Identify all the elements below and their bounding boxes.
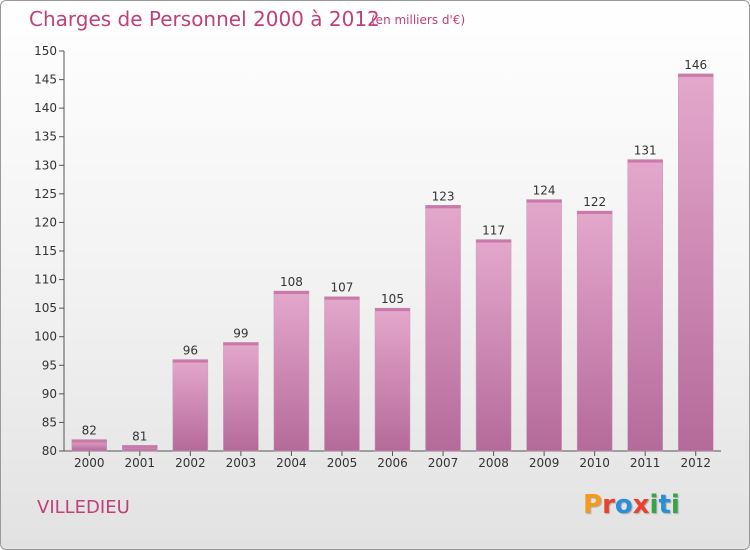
bar-top-edge (526, 199, 562, 203)
bar-2005 (324, 296, 360, 452)
data-label-2004: 108 (280, 275, 303, 289)
bar-top-edge (678, 73, 714, 77)
y-tick-label: 150 (34, 44, 57, 58)
bar-top-edge (476, 239, 512, 243)
logo-letter: t (658, 490, 671, 520)
data-label-2003: 99 (233, 326, 248, 340)
y-tick-label: 135 (34, 130, 57, 144)
y-tick-label: 125 (34, 187, 57, 201)
logo-letter: i (670, 490, 680, 520)
data-label-2005: 107 (331, 281, 354, 295)
x-tick-label-2010: 2010 (579, 456, 610, 470)
data-label-2008: 117 (482, 224, 505, 238)
x-tick-label-2009: 2009 (529, 456, 560, 470)
y-tick-label: 95 (42, 358, 57, 372)
x-tick-label-2006: 2006 (377, 456, 408, 470)
data-label-2006: 105 (381, 292, 404, 306)
bar-2002 (172, 359, 209, 452)
bar-2004 (273, 290, 310, 452)
data-label-2010: 122 (583, 195, 606, 209)
data-label-2011: 131 (634, 144, 657, 158)
bar-2009 (526, 199, 562, 452)
y-tick-label: 140 (34, 101, 57, 115)
data-labels: 82 81 96 99 108 107 105 123 117 124 122 131 146 (82, 58, 708, 443)
bar-top-edge (223, 342, 259, 346)
bar-top-edge (627, 159, 663, 163)
bar-2008 (475, 239, 512, 452)
bar-top-edge (172, 359, 208, 363)
y-tick-label: 80 (42, 444, 57, 458)
logo-letter: x (632, 490, 650, 520)
bar-top-edge (122, 445, 158, 449)
data-label-2002: 96 (183, 344, 198, 358)
x-tick-label-2000: 2000 (74, 456, 105, 470)
logo-letter: o (614, 490, 633, 520)
chart-title: Charges de Personnel 2000 à 2012 (29, 7, 380, 31)
bar-2003 (223, 342, 259, 452)
logo-letter: P (583, 490, 603, 520)
x-tick-label-2001: 2001 (125, 456, 156, 470)
chart-subtitle: (en milliers d'€) (371, 13, 466, 27)
bar-top-edge (375, 308, 410, 312)
x-tick-label-2011: 2011 (630, 456, 661, 470)
x-tick-label-2005: 2005 (327, 456, 358, 470)
commune-name: VILLEDIEU (37, 497, 130, 518)
bar-2012 (677, 73, 714, 452)
data-label-2012: 146 (684, 58, 707, 72)
y-tick-label: 120 (34, 215, 57, 229)
bar-2006 (374, 307, 411, 452)
x-tick-label-2008: 2008 (478, 456, 509, 470)
bar-chart: 80 85 90 95 100 105 110 115 120 125 130 135 140 145 15… (34, 44, 721, 470)
bar-2007 (425, 205, 461, 452)
x-tick-label-2003: 2003 (226, 456, 257, 470)
y-tick-label: 110 (34, 273, 57, 287)
y-tick-label: 90 (42, 387, 57, 401)
data-label-2009: 124 (533, 184, 556, 198)
data-label-2000: 82 (82, 424, 97, 438)
x-tick-label-2002: 2002 (175, 456, 206, 470)
data-label-2007: 123 (432, 189, 455, 203)
bar-top-edge (71, 439, 107, 443)
x-tick-label-2007: 2007 (428, 456, 459, 470)
y-tick-label: 115 (34, 244, 57, 258)
y-tick-label: 100 (34, 330, 57, 344)
bar-top-edge (577, 211, 613, 214)
proxiti-logo: Proxiti (583, 490, 680, 520)
bars (71, 73, 714, 452)
y-tick-label: 105 (34, 301, 57, 315)
y-tick-label: 130 (34, 158, 57, 172)
x-tick-label-2004: 2004 (276, 456, 307, 470)
data-label-2001: 81 (132, 429, 147, 443)
bar-top-edge (273, 291, 309, 294)
axes: 80 85 90 95 100 105 110 115 120 125 130 135 140 145 15… (34, 44, 721, 470)
bar-top-edge (324, 296, 360, 300)
bar-2010 (576, 210, 613, 452)
x-tick-label-2012: 2012 (680, 456, 711, 470)
y-tick-label: 145 (34, 73, 57, 87)
y-tick-label: 85 (42, 415, 57, 429)
bar-2011 (627, 159, 663, 452)
bar-top-edge (425, 205, 461, 209)
logo-letter: r (602, 490, 615, 520)
logo-letter: i (649, 490, 659, 520)
